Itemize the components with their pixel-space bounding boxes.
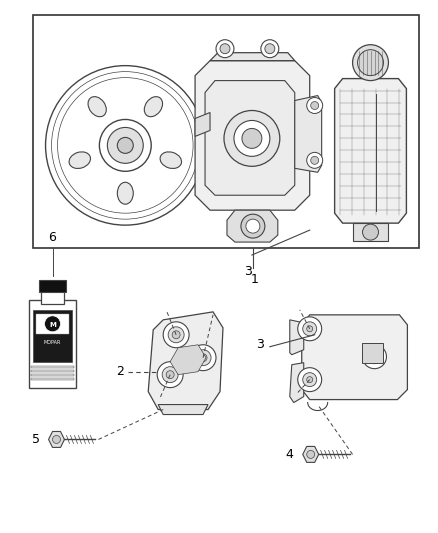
- Circle shape: [307, 377, 313, 383]
- Circle shape: [246, 219, 260, 233]
- Polygon shape: [205, 80, 295, 195]
- Text: 3: 3: [256, 338, 264, 351]
- Ellipse shape: [88, 96, 106, 117]
- Circle shape: [46, 66, 205, 225]
- Polygon shape: [158, 405, 208, 415]
- Ellipse shape: [117, 182, 133, 204]
- Circle shape: [166, 370, 174, 378]
- Circle shape: [367, 350, 381, 364]
- Text: 5: 5: [32, 433, 39, 446]
- Circle shape: [307, 152, 323, 168]
- Circle shape: [220, 44, 230, 54]
- Circle shape: [234, 120, 270, 156]
- Circle shape: [357, 50, 384, 76]
- Polygon shape: [302, 315, 407, 400]
- Circle shape: [190, 345, 216, 370]
- Circle shape: [163, 322, 189, 348]
- Circle shape: [117, 138, 133, 154]
- Polygon shape: [303, 447, 319, 462]
- Circle shape: [298, 317, 321, 341]
- Circle shape: [162, 367, 178, 383]
- Bar: [32, 15, 419, 248]
- Circle shape: [172, 331, 180, 339]
- Text: MOPAR: MOPAR: [44, 340, 61, 345]
- Text: 2: 2: [117, 365, 124, 378]
- Polygon shape: [210, 53, 295, 61]
- Bar: [28, 300, 77, 387]
- Text: 3: 3: [244, 265, 252, 278]
- Text: M: M: [49, 322, 56, 328]
- Circle shape: [242, 128, 262, 148]
- Bar: [361, 343, 384, 362]
- Circle shape: [311, 156, 319, 164]
- Circle shape: [157, 362, 183, 387]
- Circle shape: [363, 224, 378, 240]
- Circle shape: [303, 373, 317, 386]
- Bar: [35, 314, 70, 334]
- Circle shape: [168, 327, 184, 343]
- Polygon shape: [227, 210, 278, 242]
- Circle shape: [363, 345, 386, 369]
- Circle shape: [57, 78, 193, 213]
- Polygon shape: [290, 320, 304, 355]
- Circle shape: [45, 316, 60, 332]
- Circle shape: [265, 44, 275, 54]
- Polygon shape: [290, 362, 304, 402]
- Bar: [31, 366, 74, 368]
- Ellipse shape: [69, 152, 91, 168]
- Circle shape: [307, 450, 314, 458]
- Bar: [31, 378, 74, 379]
- Circle shape: [99, 119, 151, 171]
- Circle shape: [52, 71, 199, 219]
- Bar: [41, 288, 64, 304]
- Circle shape: [307, 326, 313, 332]
- Circle shape: [53, 435, 60, 443]
- Polygon shape: [295, 95, 321, 172]
- Circle shape: [224, 110, 280, 166]
- Polygon shape: [195, 61, 310, 210]
- Bar: [31, 370, 74, 372]
- Circle shape: [311, 101, 319, 109]
- Polygon shape: [148, 312, 223, 409]
- Text: 6: 6: [49, 231, 57, 244]
- Ellipse shape: [160, 152, 181, 168]
- Circle shape: [241, 214, 265, 238]
- Circle shape: [261, 40, 279, 58]
- Text: 4: 4: [286, 448, 294, 461]
- Bar: [39, 280, 67, 292]
- Polygon shape: [49, 432, 64, 447]
- Polygon shape: [335, 78, 406, 223]
- Circle shape: [195, 350, 211, 366]
- Text: 1: 1: [251, 273, 259, 286]
- Bar: [31, 374, 74, 376]
- Polygon shape: [195, 112, 210, 136]
- Circle shape: [353, 45, 389, 80]
- Bar: [353, 223, 389, 241]
- Polygon shape: [170, 345, 206, 375]
- Circle shape: [107, 127, 143, 163]
- Circle shape: [298, 368, 321, 392]
- Circle shape: [307, 98, 323, 114]
- Circle shape: [371, 354, 378, 360]
- Circle shape: [199, 354, 207, 362]
- Ellipse shape: [144, 96, 162, 117]
- Circle shape: [303, 322, 317, 336]
- Bar: [32, 310, 72, 362]
- Circle shape: [216, 40, 234, 58]
